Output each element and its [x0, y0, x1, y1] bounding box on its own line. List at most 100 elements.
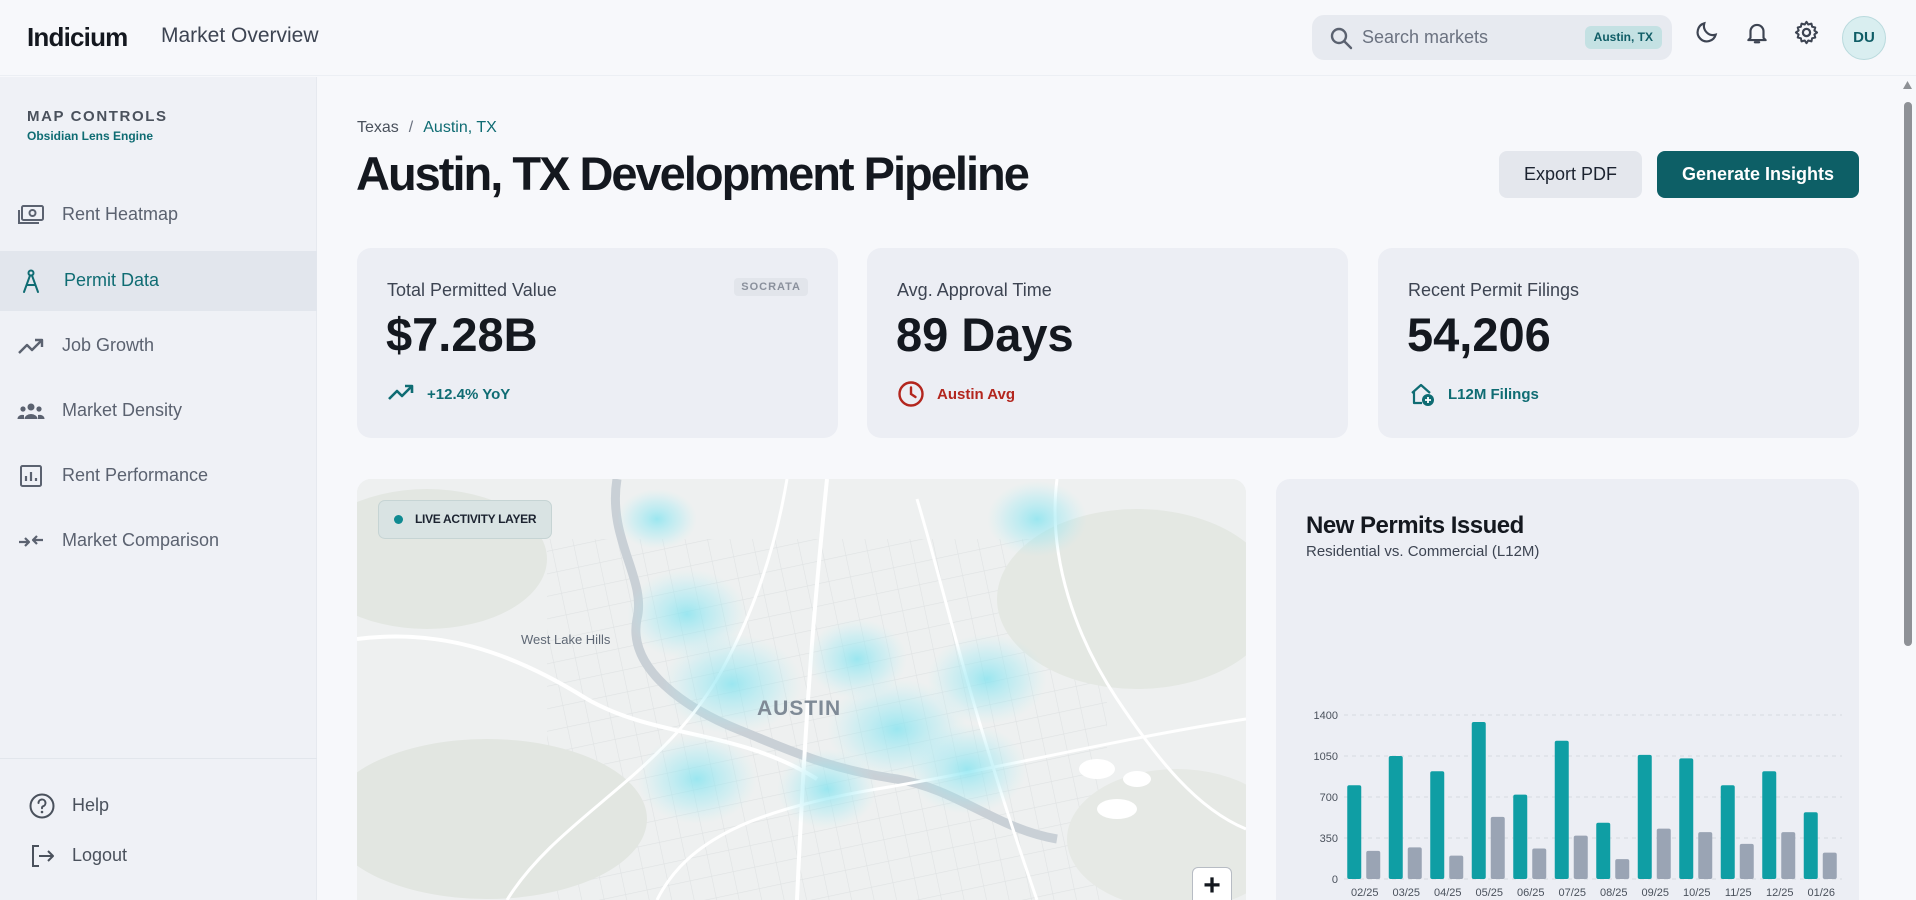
- x-tick-label: 10/25: [1683, 887, 1711, 899]
- x-tick-label: 07/25: [1558, 887, 1586, 899]
- sidebar-item-label: Market Comparison: [62, 530, 220, 550]
- kpi-value: $7.28B: [386, 308, 538, 361]
- search-placeholder: Search markets: [1362, 27, 1489, 47]
- chart-subtitle: Residential vs. Commercial (L12M): [1306, 543, 1540, 560]
- scrollbar-thumb[interactable]: [1904, 102, 1912, 646]
- bar-chart-icon: [20, 465, 42, 487]
- map-canvas: [357, 479, 1246, 900]
- residential-bar: [1803, 812, 1818, 879]
- residential-bar: [1637, 754, 1652, 879]
- activity-map[interactable]: West Lake Hills AUSTIN LIVE ACTIVITY LAY…: [357, 479, 1246, 900]
- trending-up-icon: [18, 338, 44, 354]
- x-tick-label: 12/25: [1766, 887, 1794, 899]
- sidebar-item-job-growth[interactable]: Job Growth: [0, 316, 317, 376]
- y-tick-label: 700: [1320, 792, 1338, 804]
- page-title: Austin, TX Development Pipeline: [356, 147, 1030, 200]
- compass-icon: [23, 269, 39, 293]
- commercial-bar: [1822, 852, 1837, 879]
- bell-icon[interactable]: [1744, 19, 1770, 46]
- commercial-bar: [1366, 850, 1381, 879]
- commercial-bar: [1656, 828, 1671, 879]
- breadcrumb-separator: /: [408, 119, 414, 136]
- x-tick-label: 05/25: [1475, 887, 1503, 899]
- breadcrumb-current[interactable]: Austin, TX: [423, 119, 497, 136]
- commercial-bar: [1532, 848, 1547, 879]
- y-tick-label: 1050: [1314, 751, 1338, 763]
- sidebar-item-market-comparison[interactable]: Market Comparison: [0, 511, 317, 571]
- sidebar-item-label: Rent Heatmap: [62, 204, 179, 224]
- residential-bar: [1762, 771, 1777, 879]
- sidebar-item-permit-data[interactable]: Permit Data: [0, 251, 317, 311]
- commercial-bar: [1573, 835, 1588, 879]
- commercial-bar: [1698, 832, 1713, 879]
- kpi-value: 89 Days: [896, 308, 1074, 361]
- sidebar-subheading: Obsidian Lens Engine: [27, 129, 154, 143]
- scroll-up-arrow-icon[interactable]: [1902, 80, 1913, 90]
- residential-bar: [1388, 756, 1403, 879]
- export-pdf-button[interactable]: Export PDF: [1499, 151, 1642, 198]
- residential-bar: [1679, 758, 1694, 879]
- new-permits-chart-card: New Permits Issued Residential vs. Comme…: [1276, 479, 1859, 900]
- clock-icon: [898, 381, 924, 407]
- logout-label: Logout: [72, 845, 128, 865]
- sidebar-item-label: Rent Performance: [62, 465, 209, 485]
- residential-bar: [1554, 740, 1569, 879]
- x-tick-label: 03/25: [1392, 887, 1420, 899]
- kpi-card-permit-filings: Recent Permit Filings 54,206 L12M Filing…: [1378, 248, 1859, 438]
- residential-bar: [1430, 771, 1445, 879]
- kpi-title: Avg. Approval Time: [897, 280, 1052, 300]
- commercial-bar: [1739, 843, 1754, 879]
- sidebar-item-rent-heatmap[interactable]: Rent Heatmap: [0, 185, 317, 245]
- gear-icon[interactable]: [1793, 19, 1820, 46]
- search-input[interactable]: Search markets Austin, TX: [1312, 15, 1672, 60]
- live-layer-label: LIVE ACTIVITY LAYER: [415, 512, 537, 526]
- x-tick-label: 08/25: [1600, 887, 1628, 899]
- top-bar: Indicium Market Overview Search markets …: [0, 0, 1916, 76]
- brand-logo[interactable]: Indicium: [27, 22, 128, 52]
- live-indicator-dot: [394, 515, 403, 524]
- sidebar: MAP CONTROLS Obsidian Lens Engine Rent H…: [0, 77, 317, 900]
- x-tick-label: 09/25: [1641, 887, 1669, 899]
- residential-bar: [1513, 794, 1528, 879]
- kpi-footer-text: Austin Avg: [937, 386, 1016, 403]
- kpi-footer-text: L12M Filings: [1448, 386, 1539, 403]
- compare-arrows-icon: [19, 535, 43, 547]
- commercial-bar: [1615, 859, 1630, 879]
- map-place-label: West Lake Hills: [521, 632, 611, 647]
- logout-icon: [32, 845, 54, 867]
- residential-bar: [1347, 785, 1362, 879]
- help-circle-icon: [29, 793, 55, 819]
- sidebar-item-rent-performance[interactable]: Rent Performance: [0, 446, 317, 506]
- commercial-bar: [1449, 855, 1464, 879]
- moon-icon[interactable]: [1694, 19, 1720, 45]
- x-tick-label: 04/25: [1434, 887, 1462, 899]
- live-activity-layer-toggle[interactable]: LIVE ACTIVITY LAYER: [378, 500, 553, 539]
- commercial-bar: [1781, 832, 1796, 879]
- kpi-card-approval-time: Avg. Approval Time 89 Days Austin Avg: [867, 248, 1348, 438]
- money-icon: [18, 205, 44, 224]
- page-section-title: Market Overview: [161, 24, 319, 47]
- residential-bar: [1471, 722, 1486, 879]
- kpi-title: Total Permitted Value: [387, 280, 557, 300]
- help-link[interactable]: Help: [28, 788, 228, 822]
- kpi-value: 54,206: [1407, 308, 1551, 361]
- y-tick-label: 350: [1320, 833, 1338, 845]
- search-icon: [1330, 27, 1353, 50]
- kpi-title: Recent Permit Filings: [1408, 280, 1580, 300]
- map-city-label: AUSTIN: [757, 697, 842, 720]
- house-add-icon: [1411, 383, 1434, 406]
- breadcrumb-parent[interactable]: Texas: [357, 119, 399, 136]
- page-scrollbar[interactable]: [1899, 80, 1916, 900]
- sidebar-item-market-density[interactable]: Market Density: [0, 381, 317, 441]
- x-tick-label: 11/25: [1725, 887, 1752, 899]
- residential-bar: [1596, 822, 1611, 879]
- breadcrumb: Texas / Austin, TX: [357, 119, 497, 137]
- avatar[interactable]: DU: [1842, 16, 1886, 60]
- generate-insights-button[interactable]: Generate Insights: [1657, 151, 1859, 198]
- kpi-footer-text: +12.4% YoY: [427, 386, 511, 403]
- logout-link[interactable]: Logout: [28, 838, 228, 872]
- chart-title: New Permits Issued: [1306, 512, 1524, 539]
- search-scope-pill[interactable]: Austin, TX: [1584, 26, 1662, 49]
- zoom-in-button[interactable]: +: [1192, 867, 1232, 900]
- permits-bar-chart: 0 350 700 1050 1400 02/25 03/25 04/25 05/25 06/25…: [1314, 710, 1842, 899]
